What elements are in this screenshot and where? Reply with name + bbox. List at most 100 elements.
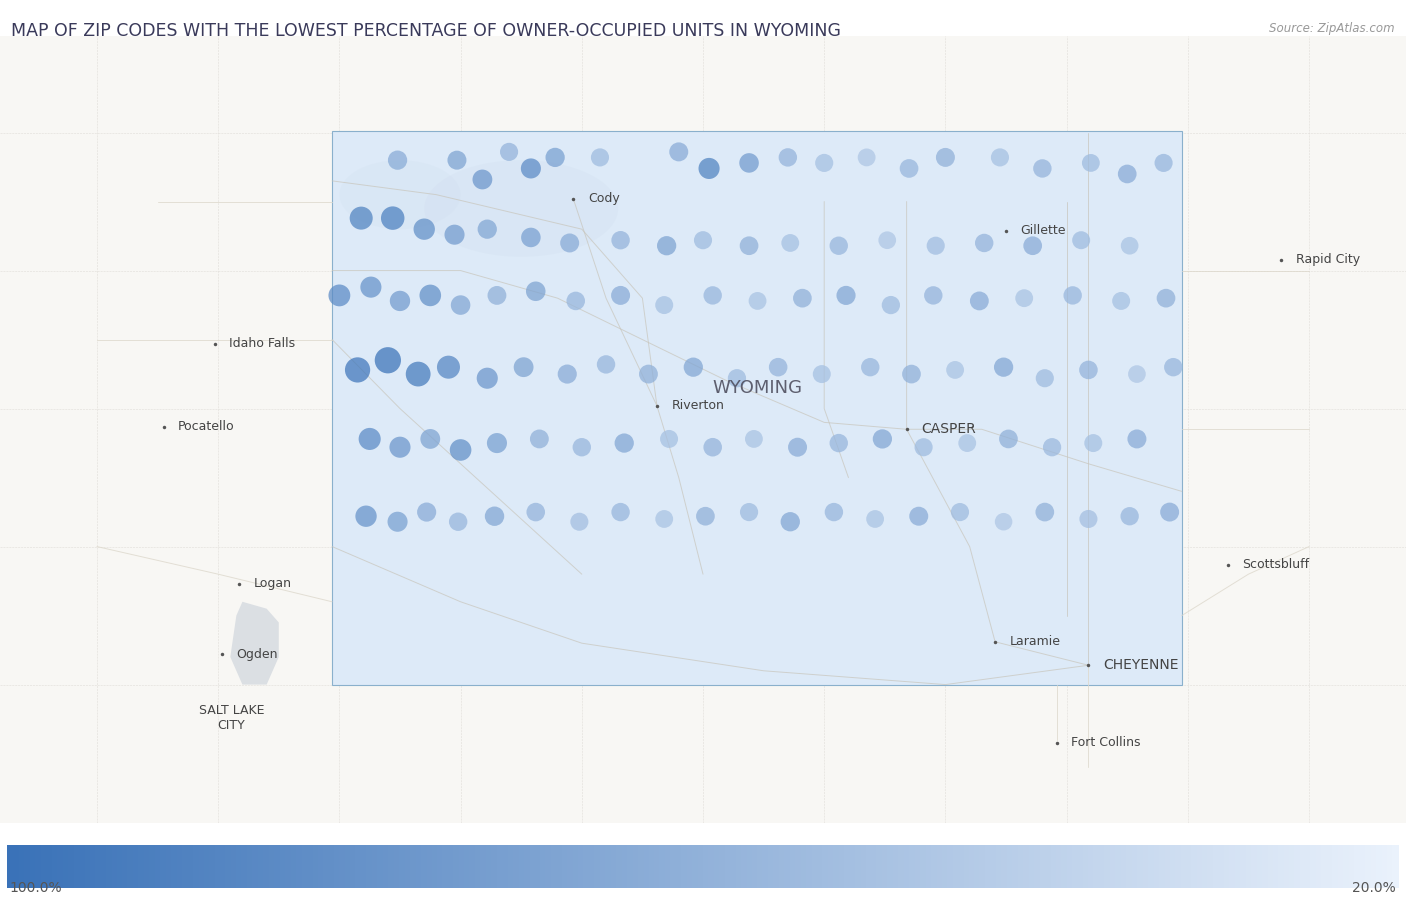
Point xyxy=(520,230,543,245)
Point xyxy=(835,289,858,303)
Point xyxy=(388,440,411,454)
Point xyxy=(855,150,877,165)
Point xyxy=(792,291,814,306)
Point xyxy=(988,150,1011,165)
Point xyxy=(786,440,808,454)
Bar xyxy=(332,131,1182,684)
Point xyxy=(876,233,898,247)
Point xyxy=(328,289,350,303)
Point xyxy=(346,362,368,377)
Point xyxy=(359,432,381,446)
Point xyxy=(925,238,948,253)
Point xyxy=(997,432,1019,446)
Point xyxy=(766,360,789,374)
Text: CASPER: CASPER xyxy=(921,423,976,436)
Point xyxy=(1083,436,1105,450)
Text: Scottsbluff: Scottsbluff xyxy=(1243,558,1309,571)
Point xyxy=(655,238,678,253)
Point xyxy=(900,367,922,381)
Point xyxy=(1033,371,1056,386)
Point xyxy=(544,150,567,165)
Point xyxy=(692,233,714,247)
Point xyxy=(863,512,886,526)
Point xyxy=(943,362,966,377)
Point xyxy=(810,367,832,381)
Text: Laramie: Laramie xyxy=(1010,636,1060,648)
Point xyxy=(413,222,436,236)
Point xyxy=(450,298,472,312)
Point xyxy=(912,440,935,454)
Point xyxy=(993,514,1015,529)
Point xyxy=(388,294,411,308)
Point xyxy=(1077,512,1099,526)
Point xyxy=(725,371,748,386)
Point xyxy=(898,161,921,175)
Point xyxy=(738,238,761,253)
Text: Cody: Cody xyxy=(588,192,620,205)
Text: Idaho Falls: Idaho Falls xyxy=(229,337,295,351)
Point xyxy=(637,367,659,381)
Point xyxy=(568,514,591,529)
Point xyxy=(738,156,761,170)
Point xyxy=(564,294,586,308)
Point xyxy=(571,440,593,454)
Text: MAP OF ZIP CODES WITH THE LOWEST PERCENTAGE OF OWNER-OCCUPIED UNITS IN WYOMING: MAP OF ZIP CODES WITH THE LOWEST PERCENT… xyxy=(11,22,841,40)
Point xyxy=(524,505,547,520)
Text: WYOMING: WYOMING xyxy=(713,378,803,396)
Text: Pocatello: Pocatello xyxy=(179,420,235,433)
Text: Gillette: Gillette xyxy=(1021,224,1066,237)
Point xyxy=(360,280,382,294)
Point xyxy=(695,509,717,523)
Point xyxy=(443,227,465,242)
Point xyxy=(823,505,845,520)
Text: Fort Collins: Fort Collins xyxy=(1071,736,1140,749)
Point xyxy=(485,436,508,450)
Point xyxy=(1116,167,1139,182)
Point xyxy=(529,432,551,446)
Point xyxy=(387,514,409,529)
Point xyxy=(973,236,995,250)
Point xyxy=(949,505,972,520)
Point xyxy=(969,294,991,308)
Point xyxy=(555,367,578,381)
Text: Logan: Logan xyxy=(253,577,291,591)
Text: 100.0%: 100.0% xyxy=(10,880,62,895)
Point xyxy=(387,153,409,167)
Point xyxy=(471,173,494,187)
Point xyxy=(922,289,945,303)
Point xyxy=(1109,294,1132,308)
Point xyxy=(613,436,636,450)
Point xyxy=(907,509,929,523)
Point xyxy=(1153,156,1175,170)
Point xyxy=(779,236,801,250)
Point xyxy=(1118,509,1140,523)
Point xyxy=(1040,440,1063,454)
Point xyxy=(738,505,761,520)
Point xyxy=(1080,156,1102,170)
Point xyxy=(609,233,631,247)
Point xyxy=(1062,289,1084,303)
Polygon shape xyxy=(231,601,278,684)
Text: Ogden: Ogden xyxy=(236,647,278,661)
Point xyxy=(1077,362,1099,377)
Point xyxy=(1070,233,1092,247)
Point xyxy=(406,367,429,381)
Point xyxy=(524,284,547,298)
Point xyxy=(779,514,801,529)
Point xyxy=(652,512,675,526)
Point xyxy=(419,432,441,446)
Text: CHEYENNE: CHEYENNE xyxy=(1102,658,1178,672)
Point xyxy=(1012,291,1035,306)
Point xyxy=(872,432,894,446)
Point xyxy=(742,432,765,446)
Point xyxy=(595,357,617,371)
Point xyxy=(415,505,437,520)
Point xyxy=(520,161,543,175)
Point xyxy=(484,509,506,523)
Point xyxy=(558,236,581,250)
Point xyxy=(1031,161,1053,175)
Point xyxy=(498,145,520,159)
Point xyxy=(350,211,373,226)
Point xyxy=(702,289,724,303)
Point xyxy=(477,222,499,236)
